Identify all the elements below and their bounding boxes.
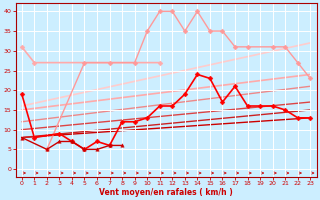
- X-axis label: Vent moyen/en rafales ( km/h ): Vent moyen/en rafales ( km/h ): [99, 188, 233, 197]
